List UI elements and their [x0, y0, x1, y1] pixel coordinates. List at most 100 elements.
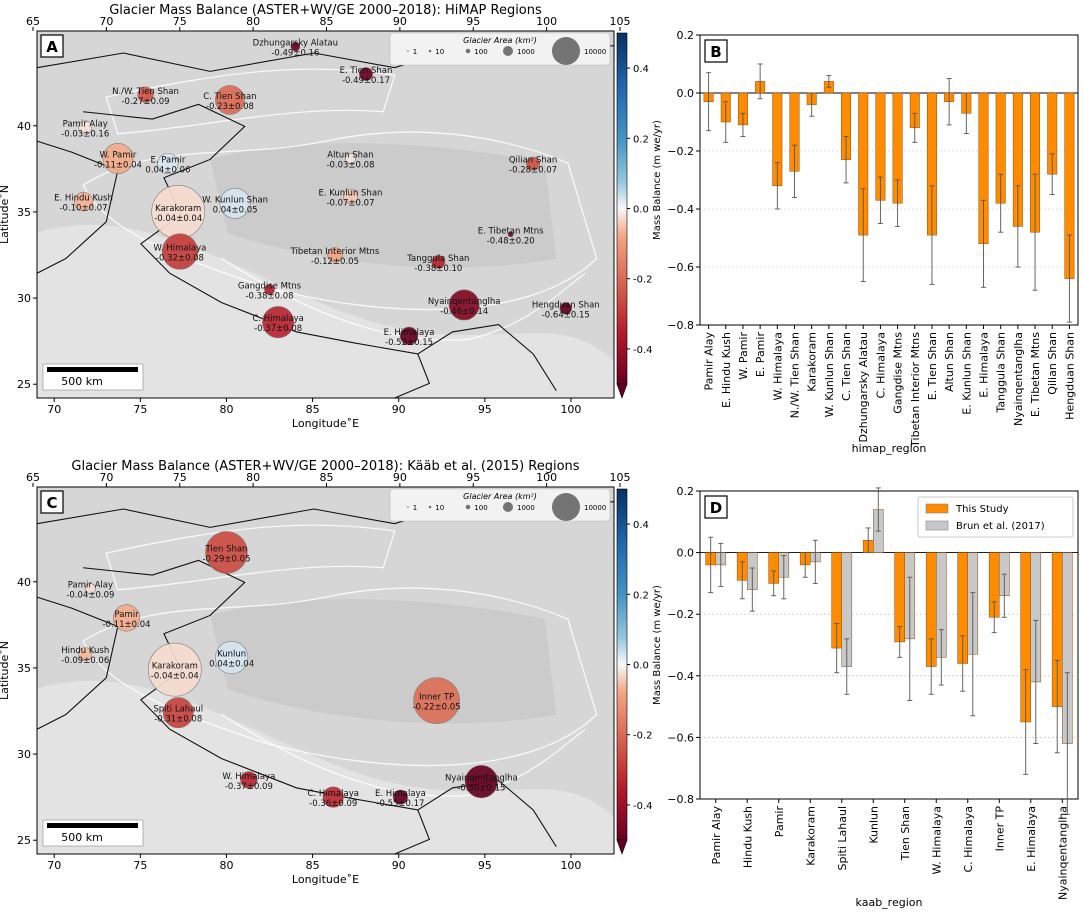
region-bubble [342, 188, 359, 204]
legend-label: Brun et al. (2017) [956, 521, 1045, 532]
y-tick-label: 0.2 [677, 29, 695, 42]
region-bubble [392, 789, 408, 805]
region-bubble [112, 604, 141, 632]
region-name-label: Pamir [115, 610, 140, 620]
region-bubble [464, 765, 498, 799]
x-tick-label: Tien Shan [899, 806, 912, 861]
y-tick-label: −0.6 [667, 731, 694, 744]
x-tick-label: 100 [560, 859, 581, 872]
colorbar-tick-label: -0.2 [633, 731, 653, 742]
x-tick-label: 85 [306, 859, 320, 872]
region-value-label: -0.11±0.04 [103, 620, 151, 630]
region-value-label: 0.04±0.04 [209, 660, 254, 670]
country-border [36, 140, 119, 274]
x-top-tick-label: 100 [536, 15, 557, 28]
x-tick-label: C. Himalaya [962, 806, 975, 873]
size-legend-label: 1 [413, 48, 417, 56]
y-tick-label: 25 [17, 834, 31, 847]
region-value-label: -0.03±0.16 [61, 129, 109, 139]
x-tick-label: Tanggula Shan [995, 332, 1008, 414]
x-tick-label: E. Himalaya [978, 332, 991, 398]
colorbar-extend [616, 383, 628, 399]
region-value-label: 0.04±0.05 [213, 205, 258, 215]
region-bubble [345, 153, 356, 164]
y-tick-label: 0.2 [677, 485, 695, 498]
y-tick-label: 35 [17, 662, 31, 675]
region-bubble [526, 156, 540, 171]
panel-letter: A [46, 38, 58, 56]
region-value-label: -0.07±0.07 [326, 198, 374, 208]
x-top-tick-label: 100 [536, 471, 557, 484]
x-top-tick-label: 65 [26, 15, 40, 28]
colorbar-tick-label: -0.4 [633, 801, 653, 812]
size-legend-circle [407, 506, 409, 508]
x-tick-label: Pamir [773, 806, 786, 838]
region-bubble [102, 143, 134, 174]
map-panel-C: 70 75 80 85 90 95 100 65 70 75 80 85 90 95 100 105 25 30 3… [0, 459, 653, 886]
size-legend-title: Glacier Area (km²) [463, 36, 537, 45]
region-value-label: -0.46±0.14 [440, 307, 488, 317]
x-tick-label: E. Himalaya [1025, 806, 1038, 872]
region-bubble [262, 306, 295, 339]
x-tick-label: 85 [306, 403, 320, 416]
x-tick-label: Kunlun [867, 806, 880, 844]
region-value-label: -0.22±0.05 [413, 703, 461, 713]
region-bubble [448, 289, 480, 321]
size-legend-label: 10 [435, 504, 444, 512]
region-bubble [359, 67, 373, 82]
y-axis-label: Latitude˚N [0, 185, 11, 244]
x-tick-label: Gangdise Mtns [892, 332, 905, 414]
colorbar-tick-label: -0.2 [633, 275, 653, 286]
colorbar-tick-label: 0.4 [633, 64, 649, 75]
x-tick-label: Nyainqentanglha [1012, 332, 1025, 426]
x-tick-label: Altun Shan [943, 332, 956, 392]
x-tick-label: C. Tien Shan [840, 332, 853, 401]
region-bubble [507, 231, 514, 238]
plateau-shading [210, 143, 557, 268]
map-title: Glacier Mass Balance (ASTER+WV/GE 2000–2… [109, 3, 542, 18]
region-value-label: -0.12±0.05 [311, 257, 359, 267]
y-tick-label: −0.4 [667, 670, 694, 683]
panel-letter-box [40, 34, 64, 58]
region-bubble [161, 233, 199, 270]
size-legend-circle [503, 46, 513, 56]
region-value-label: -0.49±0.17 [342, 76, 390, 86]
region-value-label: -0.11±0.04 [94, 161, 142, 171]
x-tick-label: W. Himalaya [771, 332, 784, 400]
region-bubble [215, 641, 249, 675]
x-tick-label: Karakoram [804, 806, 817, 866]
y-tick-label: −0.6 [667, 261, 694, 274]
x-tick-label: Tibetan Interior Mtns [909, 332, 922, 448]
y-tick-label: 0.0 [677, 87, 695, 100]
region-bubble [147, 642, 202, 697]
size-legend-label: 10 [435, 48, 444, 56]
colorbar-extend [616, 839, 628, 855]
region-name-label: C. Tien Shan [203, 92, 256, 102]
x-tick-label: E. Tibetan Mtns [1029, 332, 1042, 417]
region-bubble [327, 247, 343, 263]
size-legend-label: 1 [413, 504, 417, 512]
legend-swatch [925, 503, 949, 514]
region-value-label: -0.23±0.08 [206, 102, 254, 112]
x-top-tick-label: 95 [466, 471, 480, 484]
x-axis-label: kaab_region [856, 896, 923, 909]
region-value-label: -0.29±0.05 [202, 554, 250, 564]
x-tick-label: C. Himalaya [874, 332, 887, 399]
x-tick-label: Qilian Shan [1046, 332, 1059, 395]
region-name-label: E. Tien Shan [340, 66, 393, 76]
region-name-label: Pamir Alay [63, 119, 108, 129]
y-axis-label: Latitude˚N [0, 641, 11, 700]
region-bubble [240, 771, 258, 789]
size-legend-circle [465, 48, 471, 54]
region-bubble [264, 284, 275, 295]
region-value-label: -0.49±0.16 [271, 49, 319, 59]
y-tick-label: 30 [17, 292, 31, 305]
x-tick-label: W. Kunlun Shan [823, 332, 836, 417]
x-tick-label: 95 [478, 403, 492, 416]
region-name-label: Gangdise Mtns [238, 281, 302, 291]
x-top-tick-label: 95 [466, 15, 480, 28]
x-tick-label: Dzhungarsky Alatau [857, 332, 870, 442]
region-outline [221, 258, 586, 341]
region-value-label: -0.04±0.04 [154, 214, 202, 224]
region-name-label: C. Himalaya [252, 314, 303, 324]
